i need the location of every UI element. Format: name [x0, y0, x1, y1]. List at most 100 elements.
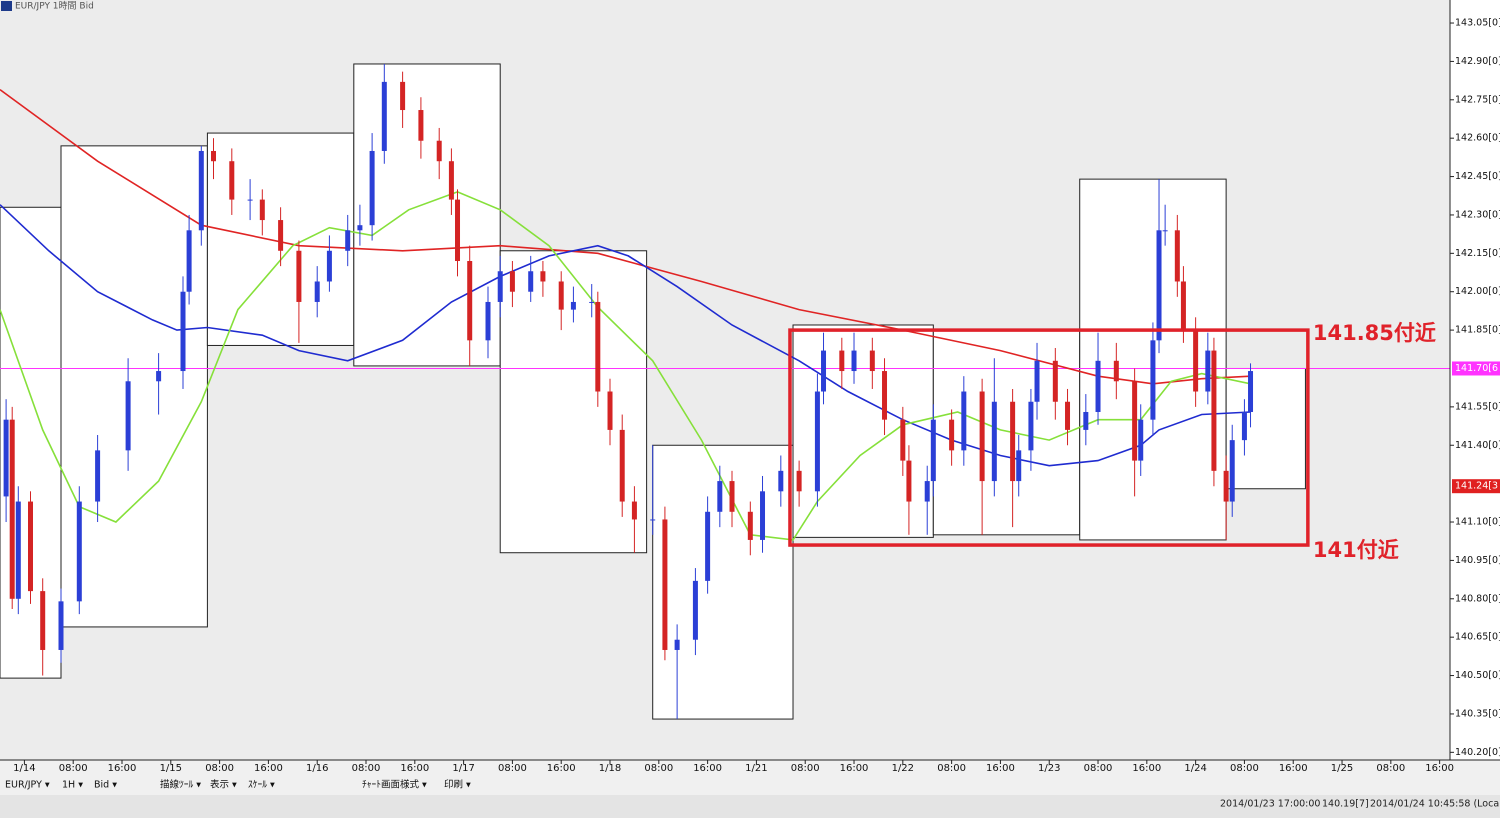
toolbar-button[interactable]: 印刷 ▾	[444, 779, 471, 791]
candle-body	[1248, 371, 1254, 412]
candle-body	[662, 519, 668, 650]
toolbar-button[interactable]: 表示 ▾	[210, 779, 237, 791]
y-tick-label: 141.85[0]	[1455, 325, 1500, 336]
candle-body	[747, 511, 753, 540]
status-text: 140.19[7]	[1322, 799, 1369, 810]
candle-body	[924, 481, 930, 502]
x-tick-label: 08:00	[205, 763, 234, 774]
candle-body	[125, 381, 131, 451]
x-tick-label: 08:00	[1376, 763, 1405, 774]
candle-body	[314, 281, 320, 302]
y-tick-label: 142.75[0]	[1455, 94, 1500, 105]
day-range-box	[1225, 367, 1306, 490]
candle-body	[229, 161, 235, 200]
candle-body	[839, 350, 845, 372]
day-range-box	[353, 63, 501, 367]
toolbar-button[interactable]: ﾁｬｰﾄ画面様式 ▾	[362, 779, 427, 791]
x-tick-label: 1/24	[1184, 763, 1206, 774]
candle-body	[247, 199, 253, 201]
candle-body	[1229, 440, 1235, 502]
candle-body	[851, 350, 857, 372]
candle-body	[58, 601, 64, 650]
candle-body	[1016, 450, 1022, 482]
candle-body	[9, 419, 15, 599]
candle-body	[906, 460, 912, 502]
moving-average	[0, 191, 1251, 541]
candle-body	[259, 199, 265, 221]
candle-body	[1162, 230, 1168, 232]
y-tick-label: 142.45[0]	[1455, 171, 1500, 182]
candle-body	[1241, 411, 1247, 441]
candle-body	[326, 250, 332, 282]
toolbar-button[interactable]: 描線ﾂｰﾙ ▾	[160, 779, 201, 791]
candle-body	[1138, 419, 1144, 461]
moving-average	[0, 204, 1251, 467]
candle-body	[570, 301, 576, 310]
toolbar-button[interactable]: ｽｹｰﾙ ▾	[248, 780, 275, 791]
price-marker	[1452, 361, 1500, 376]
candle-body	[1180, 281, 1186, 331]
candle-body	[821, 350, 827, 392]
day-range-box	[60, 145, 208, 628]
candle-body	[381, 81, 387, 151]
y-tick-label: 140.20[0]	[1455, 747, 1500, 758]
x-tick-label: 16:00	[1132, 763, 1161, 774]
range-highlight	[788, 328, 1310, 547]
y-tick-label: 142.90[0]	[1455, 56, 1500, 67]
toolbar-button[interactable]: Bid ▾	[94, 780, 117, 791]
app-icon	[1, 1, 12, 11]
candle-body	[455, 199, 461, 262]
candle-body	[436, 140, 442, 162]
candle-body	[558, 281, 564, 310]
chart-title: EUR/JPY 1時間 Bid	[15, 1, 94, 12]
candle-body	[400, 81, 406, 111]
candle-body	[674, 639, 680, 650]
x-tick-label: 16:00	[840, 763, 869, 774]
y-tick-label: 142.30[0]	[1455, 209, 1500, 220]
x-tick-label: 08:00	[498, 763, 527, 774]
y-tick-label: 140.65[0]	[1455, 632, 1500, 643]
candle-body	[949, 419, 955, 451]
candle-body	[882, 371, 888, 420]
candle-body	[869, 350, 875, 372]
candle-body	[528, 271, 534, 292]
candle-body	[198, 150, 204, 231]
candle-body	[76, 501, 82, 602]
candle-body	[186, 230, 192, 292]
x-tick-label: 16:00	[547, 763, 576, 774]
x-tick-label: 1/16	[306, 763, 328, 774]
candle-body	[814, 391, 820, 492]
candle-body	[589, 301, 595, 303]
candle-body	[278, 220, 284, 251]
candle-body	[15, 501, 21, 599]
toolbar-button[interactable]: 1H ▾	[62, 780, 83, 791]
toolbar-button[interactable]: EUR/JPY ▾	[5, 780, 50, 791]
candle-body	[156, 371, 162, 382]
candle-body	[1113, 360, 1119, 382]
candle-body	[1211, 350, 1217, 471]
x-tick-label: 08:00	[59, 763, 88, 774]
candle-body	[717, 481, 723, 512]
candle-body	[211, 150, 217, 162]
candle-body	[1010, 401, 1016, 482]
price-marker	[1452, 479, 1500, 494]
candle-body	[357, 225, 363, 231]
candle-body	[1205, 350, 1211, 392]
candle-body	[485, 301, 491, 341]
candle-body	[418, 110, 424, 141]
y-tick-label: 142.15[0]	[1455, 248, 1500, 259]
day-range-box	[652, 444, 794, 720]
candle-body	[1174, 230, 1180, 282]
y-tick-label: 141.40[0]	[1455, 440, 1500, 451]
x-tick-label: 1/21	[745, 763, 767, 774]
y-tick-label: 140.35[0]	[1455, 708, 1500, 719]
x-tick-label: 16:00	[1279, 763, 1308, 774]
y-tick-label: 141.55[0]	[1455, 401, 1500, 412]
candle-body	[595, 301, 601, 392]
annotation: 141.85付近	[1313, 321, 1436, 345]
candle-body	[180, 291, 186, 372]
x-tick-label: 16:00	[693, 763, 722, 774]
candle-body	[1095, 360, 1101, 412]
status-text: 2014/01/23 17:00:00	[1220, 799, 1320, 810]
